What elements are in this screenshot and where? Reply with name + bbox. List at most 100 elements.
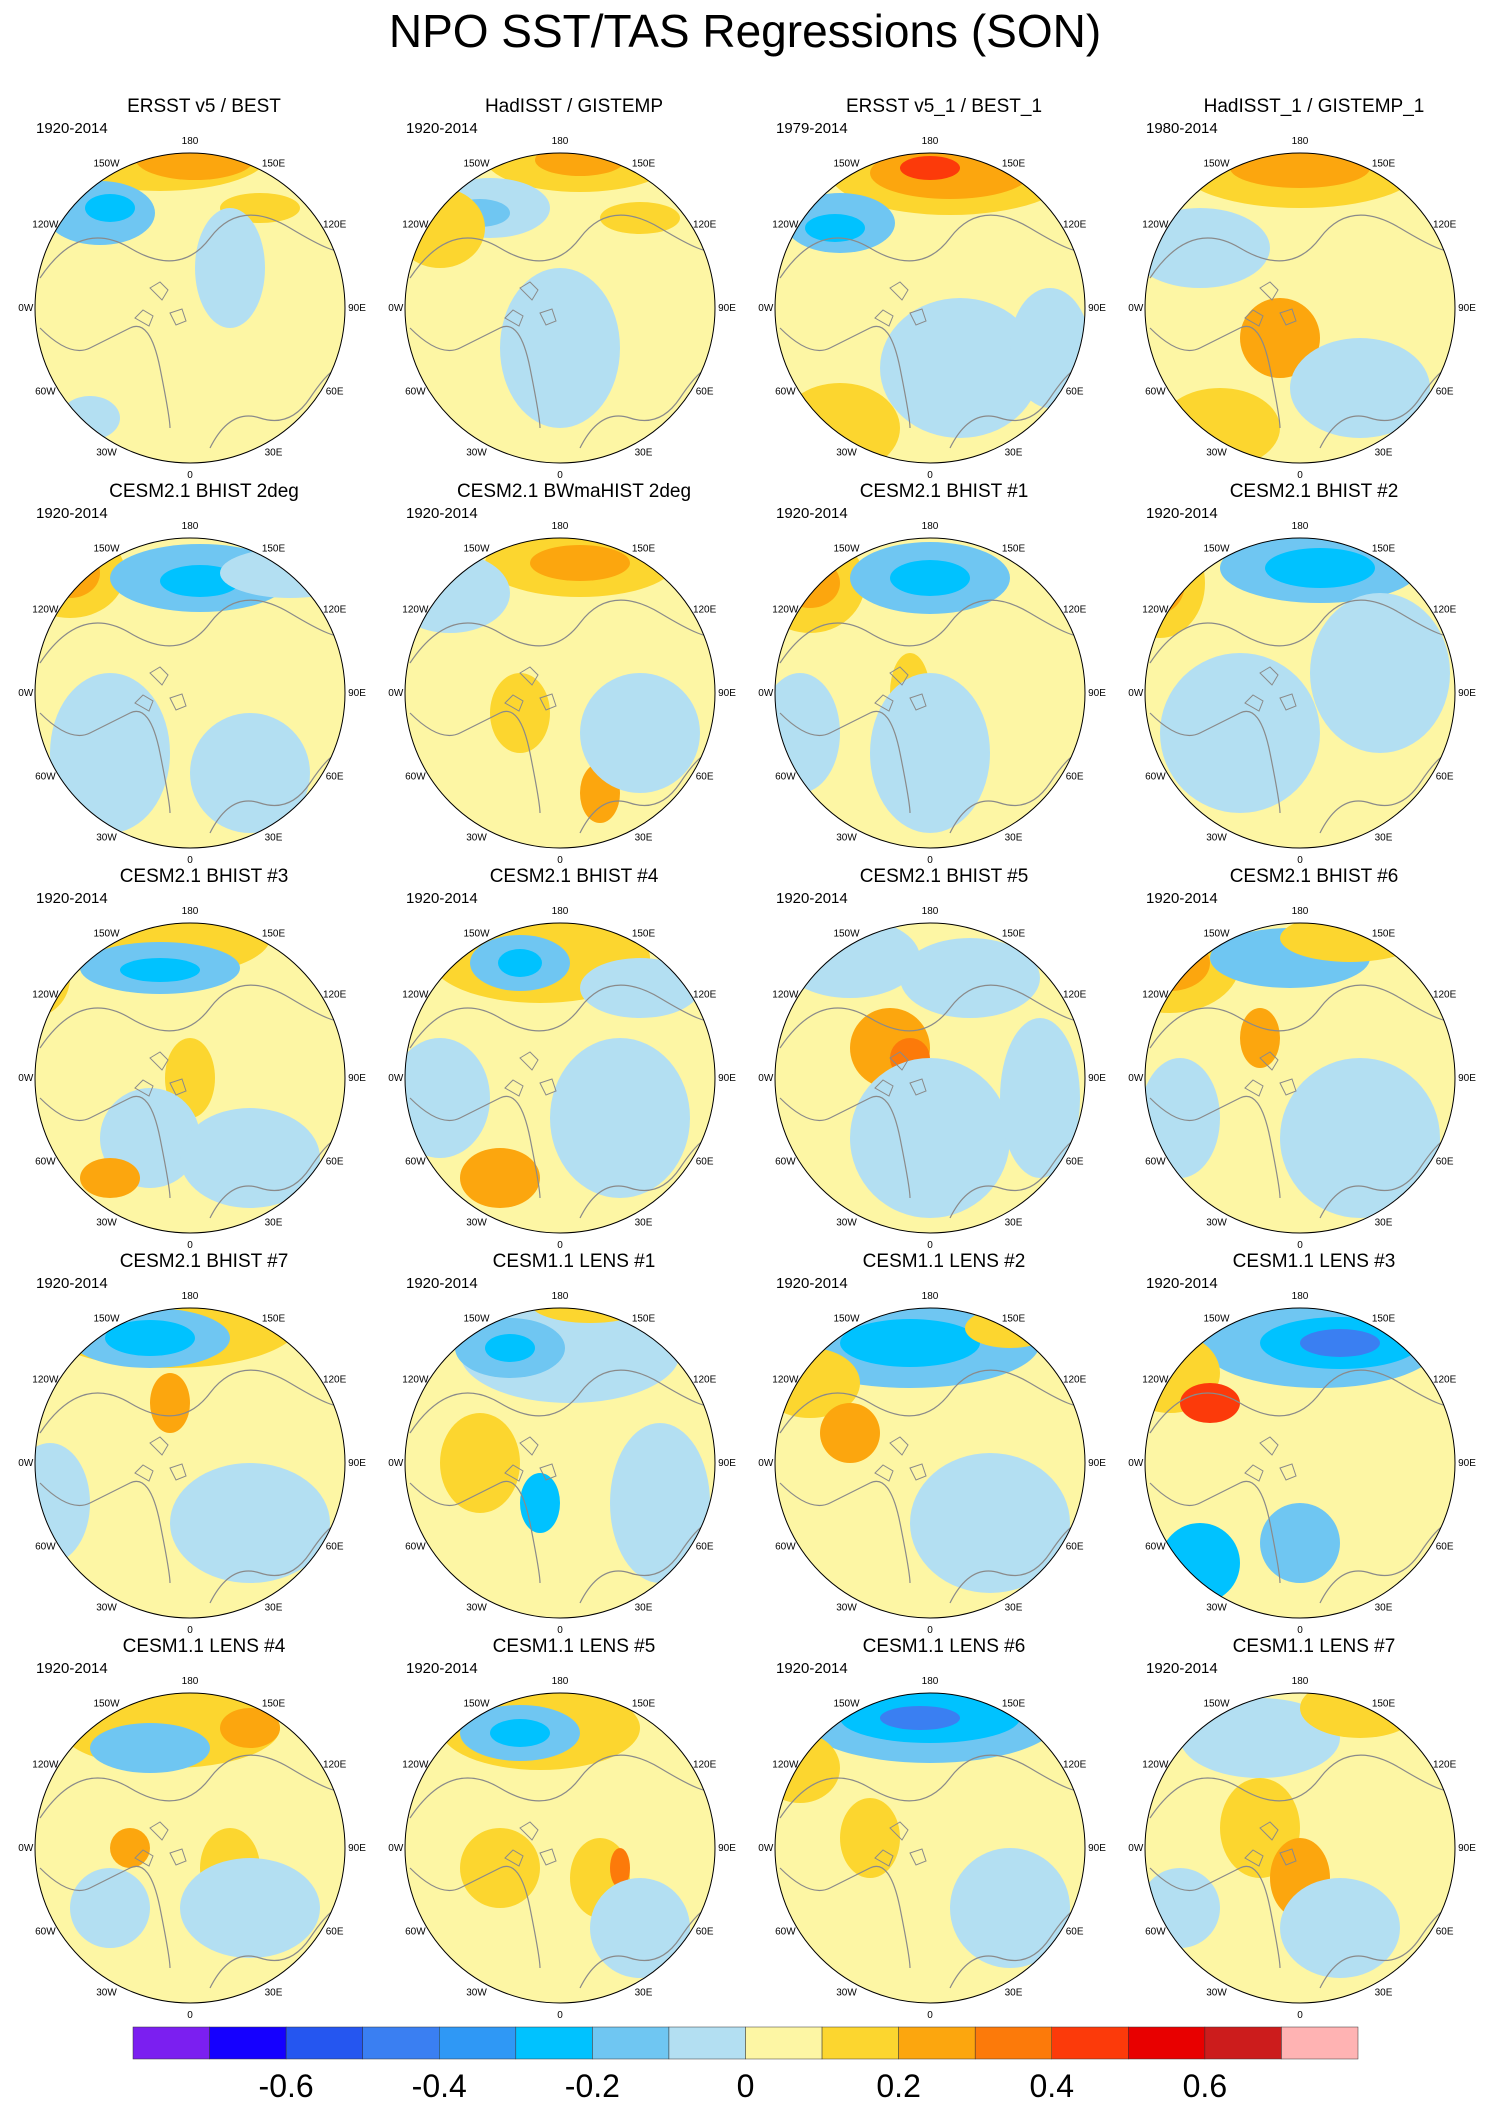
polar-map: 180 150E 120E 90E 60E 30E 0 30W 60W 90W 120W 150W — [18, 521, 366, 866]
longitude-label: 180 — [552, 136, 569, 147]
longitude-label: 150W — [93, 1698, 120, 1709]
map-panel: 180 150E 120E 90E 60E 30E 0 30W 60W 90W 120W 150W CE… — [1128, 1251, 1490, 1636]
longitude-label: 120W — [772, 1375, 799, 1386]
anomaly-region — [80, 1158, 140, 1198]
longitude-label: 60W — [1145, 1542, 1166, 1553]
islands — [874, 1051, 927, 1097]
longitude-label: 30E — [635, 1218, 653, 1229]
longitude-label: 60E — [696, 772, 714, 783]
longitude-label: 0 — [187, 855, 193, 866]
panel-title: CESM1.1 LENS #3 — [1232, 1251, 1396, 1272]
anomaly-region — [50, 673, 170, 833]
longitude-label: 90W — [388, 1458, 404, 1469]
longitude-label: 120W — [402, 605, 429, 616]
longitude-label: 120E — [1433, 1375, 1457, 1386]
longitude-label: 30E — [1005, 448, 1023, 459]
longitude-label: 150E — [262, 928, 286, 939]
anomaly-region — [35, 163, 50, 253]
polar-map: 180 150E 120E 90E 60E 30E 0 30W 60W 90W 120W 150W — [388, 136, 736, 481]
panel-period: 1920-2014 — [406, 1660, 478, 1677]
islands — [504, 1821, 557, 1867]
longitude-label: 30E — [265, 1218, 283, 1229]
panel-period: 1920-2014 — [776, 890, 848, 907]
map-panel: 180 150E 120E 90E 60E 30E 0 30W 60W 90W 120W 150W CE… — [758, 1636, 1130, 2021]
longitude-label: 150W — [1203, 1313, 1230, 1324]
coastline — [1149, 214, 1451, 449]
polar-map: 180 150E 120E 90E 60E 30E 0 30W 60W 90W 120W 150W — [18, 1676, 366, 2021]
anomaly-region — [950, 1848, 1070, 1968]
anomaly-region — [1180, 1383, 1240, 1423]
longitude-label: 30W — [96, 448, 117, 459]
islands — [504, 666, 557, 712]
longitude-label: 180 — [922, 906, 939, 917]
longitude-label: 60E — [696, 1927, 714, 1938]
longitude-label: 90E — [348, 1843, 366, 1854]
longitude-label: 60W — [1145, 387, 1166, 398]
longitude-label: 180 — [922, 521, 939, 532]
longitude-label: 150E — [1002, 1698, 1026, 1709]
anomaly-region — [900, 156, 960, 180]
longitude-label: 60W — [405, 1157, 426, 1168]
longitude-label: 150W — [93, 543, 120, 554]
longitude-label: 150W — [833, 1313, 860, 1324]
longitude-label: 120E — [1063, 990, 1087, 1001]
coastline — [39, 214, 341, 449]
panel-period: 1920-2014 — [1146, 1275, 1218, 1292]
anomaly-region — [485, 1334, 535, 1362]
polar-map: 180 150E 120E 90E 60E 30E 0 30W 60W 90W 120W 150W — [388, 1676, 736, 2021]
longitude-label: 90E — [718, 688, 736, 699]
longitude-label: 180 — [182, 1676, 199, 1687]
islands — [134, 1821, 187, 1867]
polar-map: 180 150E 120E 90E 60E 30E 0 30W 60W 90W 120W 150W — [758, 1676, 1106, 2021]
longitude-label: 150W — [833, 1698, 860, 1709]
map-panel: 180 150E 120E 90E 60E 30E 0 30W 60W 90W 120W 150W CE… — [758, 1251, 1130, 1636]
longitude-label: 120W — [1142, 1375, 1169, 1386]
longitude-label: 120W — [402, 990, 429, 1001]
longitude-label: 60E — [1066, 1157, 1084, 1168]
longitude-label: 180 — [1292, 1291, 1309, 1302]
longitude-label: 180 — [552, 1676, 569, 1687]
longitude-label: 120E — [1433, 1760, 1457, 1771]
longitude-label: 180 — [922, 136, 939, 147]
longitude-label: 0 — [1297, 1625, 1303, 1636]
longitude-label: 60E — [1436, 772, 1454, 783]
map-border — [1144, 1692, 1456, 2004]
polar-map: 180 150E 120E 90E 60E 30E 0 30W 60W 90W 120W 150W — [388, 521, 736, 866]
islands — [1244, 281, 1297, 327]
polar-map: 180 150E 120E 90E 60E 30E 0 30W 60W 90W 120W 150W — [1128, 1676, 1476, 2021]
longitude-label: 60E — [326, 1157, 344, 1168]
longitude-label: 150E — [1372, 1698, 1396, 1709]
islands — [874, 666, 927, 712]
longitude-label: 0 — [927, 855, 933, 866]
map-border — [1144, 922, 1456, 1234]
longitude-label: 30E — [635, 833, 653, 844]
longitude-label: 120W — [1142, 220, 1169, 231]
anomaly-region — [910, 1453, 1070, 1593]
longitude-label: 150E — [262, 543, 286, 554]
longitude-label: 30W — [96, 1603, 117, 1614]
longitude-label: 60E — [1436, 1927, 1454, 1938]
anomaly-region — [1145, 935, 1210, 991]
map-panel: 180 150E 120E 90E 60E 30E 0 30W 60W 90W 120W 150W CE… — [18, 1251, 390, 1636]
map-border — [774, 922, 1086, 1234]
map-border — [1144, 1307, 1456, 1619]
panel-period: 1979-2014 — [776, 120, 848, 137]
longitude-label: 90E — [348, 1073, 366, 1084]
anomaly-region — [840, 1319, 980, 1367]
longitude-label: 90W — [1128, 688, 1144, 699]
longitude-label: 60E — [1066, 1542, 1084, 1553]
anomaly-region — [1290, 338, 1430, 438]
anomaly-region — [120, 958, 200, 982]
anomaly-region — [1280, 1878, 1400, 1978]
longitude-label: 120W — [772, 605, 799, 616]
longitude-label: 120W — [1142, 1760, 1169, 1771]
longitude-label: 60W — [405, 1542, 426, 1553]
longitude-label: 150W — [1203, 543, 1230, 554]
longitude-label: 150W — [463, 158, 490, 169]
anomaly-region — [85, 194, 135, 222]
map-border — [774, 152, 1086, 464]
longitude-label: 0 — [927, 470, 933, 481]
longitude-label: 120E — [693, 605, 717, 616]
polar-map: 180 150E 120E 90E 60E 30E 0 30W 60W 90W 120W 150W — [758, 521, 1106, 866]
anomaly-region — [90, 1723, 210, 1773]
